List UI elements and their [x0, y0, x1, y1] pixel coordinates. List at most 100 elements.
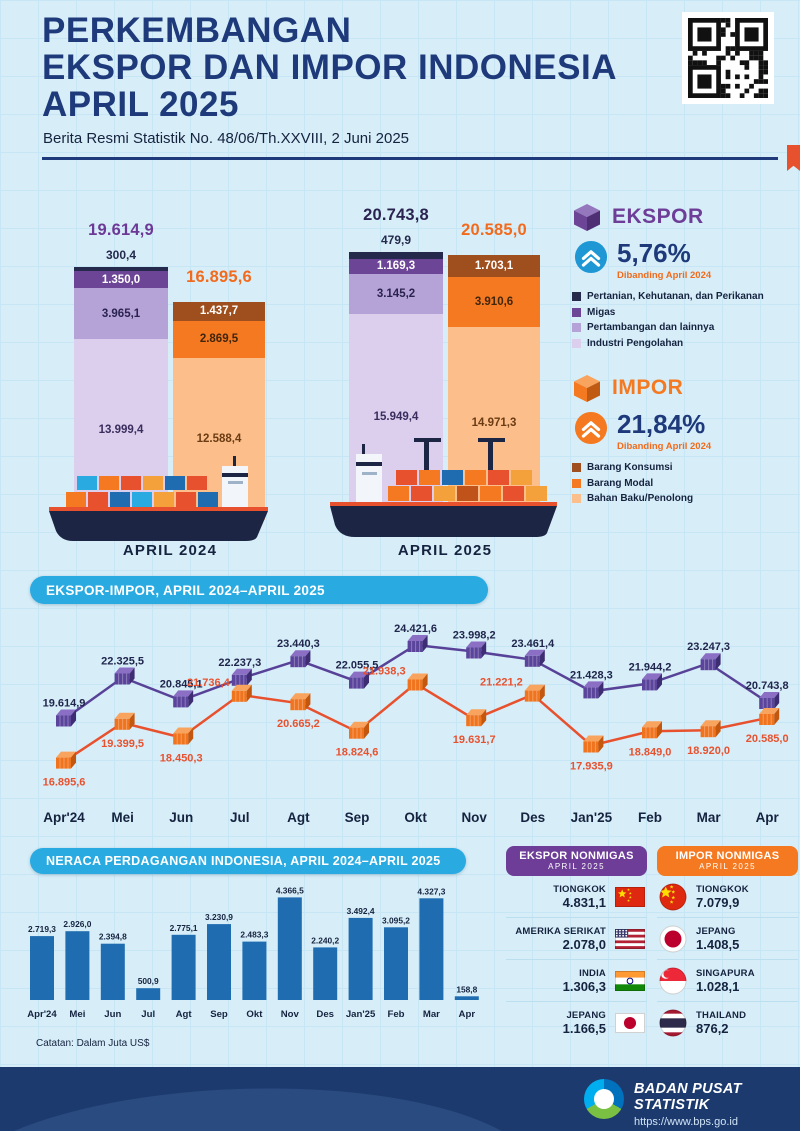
- trade-balance-bar: [65, 931, 90, 1000]
- impor-point-label: 21.938,3: [363, 665, 406, 677]
- month-axis-label: Jul: [141, 1009, 155, 1020]
- trade-balance-bar: [348, 917, 373, 1000]
- ekspor-point-label: 21.428,3: [570, 669, 613, 681]
- ship-bridge: [356, 454, 382, 502]
- bps-logo: [584, 1079, 624, 1119]
- bar-value-label: 3.492,4: [347, 906, 375, 916]
- trade-value: 876,2: [696, 1021, 729, 1036]
- footer: BADAN PUSAT STATISTIK https://www.bps.go…: [0, 1067, 800, 1131]
- ekspor-nonmigas-subtitle: APRIL 2025: [548, 862, 605, 871]
- impor-point-marker: [231, 684, 252, 702]
- release-subtitle: Berita Resmi Statistik No. 48/06/Th.XXVI…: [43, 130, 410, 147]
- impor-nonmigas-header: IMPOR NONMIGAS APRIL 2025: [657, 846, 798, 876]
- country-text: JEPANG 1.166,5: [563, 1010, 606, 1036]
- bar-value-label: 3.095,2: [382, 915, 410, 925]
- ekspor-legend: Pertanian, Kehutanan, dan Perikanan Migas…: [572, 291, 796, 349]
- segment-value-label: 2.869,5: [199, 333, 239, 345]
- segment-value-label: 1.437,7: [199, 305, 239, 318]
- legend-swatch: [572, 478, 581, 488]
- ekspor-point-label: 22.237,3: [218, 657, 261, 669]
- trade-value: 1.408,5: [696, 936, 740, 952]
- trade-balance-bar: [313, 947, 338, 1000]
- impor-point-label: 21.736,4: [187, 677, 231, 689]
- line-chart-title-banner: EKSPOR-IMPOR, APRIL 2024–APRIL 2025: [30, 576, 488, 604]
- month-axis-label: Agt: [176, 1009, 193, 1020]
- trade-value: 1.028,1: [696, 978, 740, 994]
- country-name: JEPANG: [566, 1010, 606, 1021]
- month-axis-label: Agt: [287, 810, 310, 825]
- month-axis-label: Jan'25: [346, 1009, 376, 1020]
- footer-text: BADAN PUSAT STATISTIK https://www.bps.go…: [634, 1081, 800, 1128]
- ekspor-point-marker: [524, 649, 545, 667]
- footer-wave-decor: [0, 1078, 542, 1131]
- legend-label: Barang Konsumsi: [587, 462, 673, 474]
- month-axis-label: Feb: [638, 810, 662, 825]
- partner-country-row: JEPANG 1.408,5: [657, 918, 798, 960]
- ekspor-point-label: 23.998,2: [453, 630, 496, 642]
- month-axis-label: Apr'24: [43, 810, 85, 825]
- impor-point-marker: [407, 673, 428, 691]
- flag-cn-icon: [659, 883, 687, 910]
- month-axis-label: Jun: [169, 810, 193, 825]
- impor-point-marker: [56, 751, 76, 769]
- segment-value-label: 1.169,3: [376, 260, 416, 273]
- ekspor-compare-label: Dibanding April 2024: [617, 270, 712, 282]
- month-axis-label: Jan'25: [571, 810, 613, 825]
- ekspor-nonmigas-table: EKSPOR NONMIGAS APRIL 2025 TIONGKOK 4.831…: [506, 846, 647, 1044]
- country-text: TIONGKOK 7.079,9: [696, 884, 749, 910]
- title-line-3: APRIL 2025: [42, 85, 239, 125]
- ekspor-point-marker: [231, 668, 252, 686]
- impor-point-marker: [173, 727, 194, 745]
- country-text: SINGAPURA 1.028,1: [696, 968, 755, 994]
- flag-in-icon: [615, 970, 645, 991]
- month-axis-label: Des: [316, 1009, 334, 1020]
- containers-row-upper: [396, 470, 532, 485]
- partner-country-row: TIONGKOK 7.079,9: [657, 876, 798, 918]
- impor-point-label: 18.824,6: [336, 747, 379, 759]
- segment-value-label: 3.965,1: [101, 307, 141, 320]
- impor-total-label: 20.585,0: [461, 220, 527, 239]
- bar-value-label: 2.394,8: [99, 932, 127, 942]
- ekspor-point-marker: [642, 673, 662, 691]
- impor-nonmigas-subtitle: APRIL 2025: [699, 862, 756, 871]
- flag-sg-icon: [659, 967, 687, 994]
- impor-point-label: 20.585,0: [746, 733, 789, 745]
- month-axis-label: Jul: [230, 810, 250, 825]
- ekspor-summary-header: EKSPOR: [572, 202, 796, 232]
- trade-value: 7.079,9: [696, 894, 740, 910]
- ekspor-point-marker: [56, 709, 76, 727]
- impor-point-marker: [700, 720, 721, 738]
- legend-item: Barang Konsumsi: [572, 462, 796, 473]
- chart-note: Catatan: Dalam Juta US$: [36, 1038, 150, 1049]
- legend-swatch: [572, 463, 581, 473]
- month-axis-label: Nov: [461, 810, 487, 825]
- nonmigas-tables: EKSPOR NONMIGAS APRIL 2025 TIONGKOK 4.831…: [506, 846, 798, 1044]
- ekspor-point-marker: [466, 641, 487, 659]
- ekspor-total-label: 19.614,9: [88, 221, 154, 239]
- impor-label: IMPOR: [612, 375, 684, 399]
- top-segment-value-label: 300,4: [105, 248, 137, 262]
- trade-balance-bar: [419, 898, 444, 1000]
- legend-item: Barang Modal: [572, 478, 796, 489]
- bar-value-label: 500,9: [138, 976, 159, 986]
- legend-swatch: [572, 323, 581, 333]
- title-line-1: PERKEMBANGAN: [42, 11, 352, 50]
- legend-item: Migas: [572, 307, 796, 318]
- ekspor-total-label: 20.743,8: [363, 206, 429, 225]
- impor-growth-pct: 21,84%: [617, 408, 706, 439]
- segment-value-label: 3.145,2: [376, 287, 416, 300]
- month-axis-label: Jun: [104, 1009, 121, 1020]
- month-axis-label: Sep: [210, 1009, 228, 1020]
- bar-segment: 3.145,2: [349, 273, 443, 315]
- country-text: AMERIKA SERIKAT 2.078,0: [515, 926, 606, 952]
- flag-cn-icon: [615, 886, 645, 907]
- month-axis-label: Nov: [281, 1009, 300, 1020]
- ekspor-point-label: 23.247,3: [687, 641, 730, 653]
- footer-url[interactable]: https://www.bps.go.id: [634, 1116, 738, 1128]
- impor-legend: Barang Konsumsi Barang Modal Bahan Baku/Pe…: [572, 462, 796, 504]
- cargo-ship-2024-illustration: [49, 456, 268, 541]
- segment-value-label: 1.350,0: [101, 273, 141, 286]
- bar-value-label: 2.483,3: [240, 930, 268, 940]
- legend-label: Bahan Baku/Penolong: [587, 493, 694, 505]
- impor-point-label: 18.450,3: [160, 753, 203, 765]
